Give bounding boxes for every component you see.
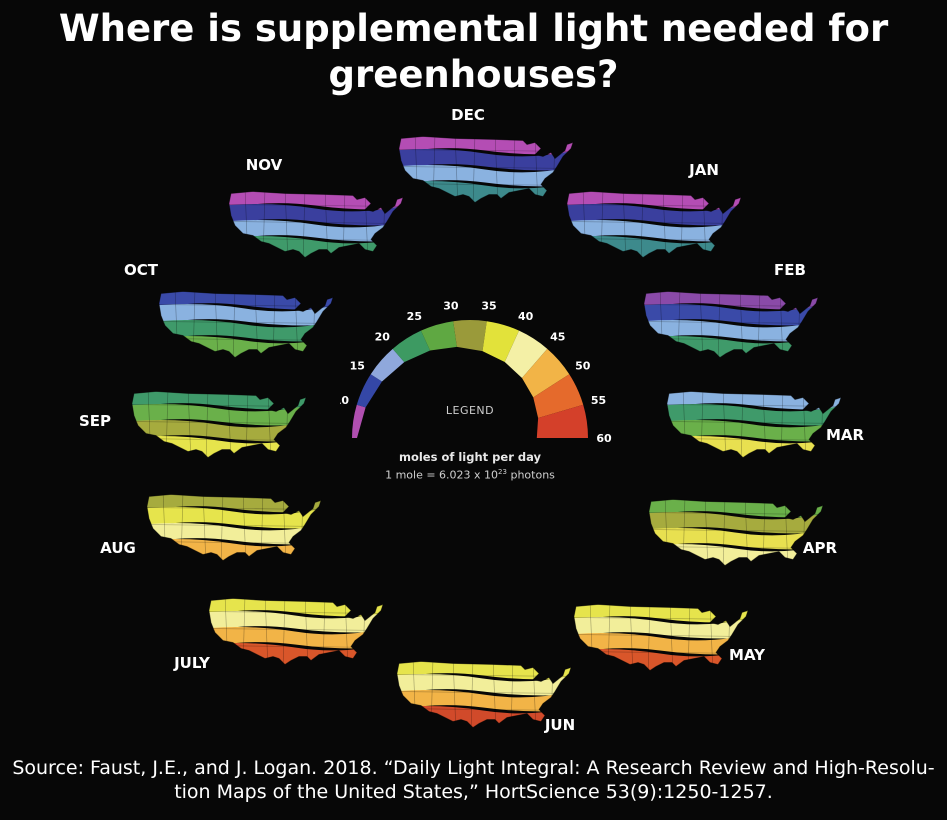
legend-tick-10: 10: [340, 394, 349, 407]
us-map-may: [573, 604, 749, 672]
us-map-jun: [396, 661, 572, 729]
source-line-1: Source: Faust, J.E., and J. Logan. 2018.…: [12, 757, 935, 779]
legend-tick-35: 35: [481, 299, 496, 312]
legend-band-6: [482, 321, 520, 362]
us-map-dec: [398, 136, 574, 204]
month-label-jan: JAN: [689, 161, 719, 179]
legend-band-1: [356, 374, 383, 408]
legend-band-10: [536, 404, 588, 438]
month-label-jun: JUN: [544, 716, 576, 734]
legend-band-7: [504, 330, 548, 378]
month-label-sep: SEP: [78, 412, 112, 430]
legend-tick-15: 15: [350, 360, 365, 373]
month-label-nov: NOV: [245, 156, 283, 174]
month-label-may: MAY: [729, 646, 765, 664]
us-map-nov: [228, 191, 404, 259]
legend-tick-25: 25: [407, 310, 422, 323]
units-exponent: 23: [498, 468, 507, 476]
legend-tick-45: 45: [550, 331, 565, 344]
month-label-mar: MAR: [825, 426, 865, 444]
legend-tick-50: 50: [575, 360, 591, 373]
legend-band-0: [352, 404, 366, 438]
legend-label: LEGEND: [446, 404, 494, 417]
us-map-feb: [643, 291, 819, 359]
month-label-oct: OCT: [124, 261, 158, 279]
legend-units-subtitle: 1 mole = 6.023 x 1023 photons: [360, 468, 580, 482]
legend-units-title: moles of light per day: [398, 450, 542, 464]
legend-band-5: [453, 320, 487, 352]
units-prefix: 1 mole = 6.023 x 10: [385, 468, 499, 482]
title-line-1: Where is supplemental light needed for: [58, 7, 889, 50]
page-title: Where is supplemental light needed for g…: [0, 6, 947, 98]
legend-gauge: 51015202530354045505560LEGEND: [340, 299, 612, 445]
legend-tick-30: 30: [443, 299, 459, 312]
us-map-mar: [666, 391, 842, 459]
us-map-jan: [566, 191, 742, 259]
title-line-2: greenhouses?: [328, 53, 619, 96]
us-map-oct: [158, 291, 334, 359]
month-label-dec: DEC: [451, 106, 485, 124]
month-label-feb: FEB: [774, 261, 806, 279]
source-line-2: tion Maps of the United States,” HortSci…: [174, 781, 773, 803]
legend-tick-40: 40: [518, 310, 534, 323]
us-map-apr: [648, 499, 824, 567]
us-map-aug: [146, 494, 322, 562]
legend-tick-60: 60: [596, 432, 612, 445]
legend-band-2: [370, 348, 405, 382]
legend-tick-55: 55: [591, 394, 606, 407]
source-citation: Source: Faust, J.E., and J. Logan. 2018.…: [0, 756, 947, 804]
units-suffix: photons: [506, 468, 555, 482]
legend-band-9: [533, 374, 584, 418]
legend-band-8: [521, 348, 570, 398]
us-map-july: [208, 598, 384, 666]
us-map-sep: [131, 391, 307, 459]
month-label-aug: AUG: [100, 539, 136, 557]
legend-band-3: [392, 330, 431, 363]
month-label-july: JULY: [174, 654, 210, 672]
legend-tick-20: 20: [375, 331, 391, 344]
legend-band-4: [420, 321, 457, 351]
month-label-apr: APR: [802, 539, 838, 557]
